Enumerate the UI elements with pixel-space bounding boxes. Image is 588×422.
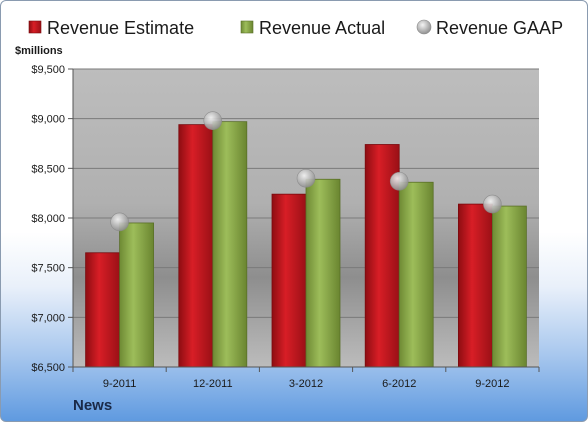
legend-swatch [416,19,432,35]
x-tick-label: 6-2012 [382,378,416,390]
x-tick-label: 3-2012 [289,378,323,390]
y-tick-label: $9,500 [31,64,65,76]
y-axis-unit-label: $millions [15,45,63,57]
legend-entry: Revenue Actual [259,18,385,38]
bar-revenue-actual [305,178,341,368]
y-tick-label: $8,000 [31,213,65,225]
marker-revenue-gaap [110,212,129,232]
y-tick-label: $7,500 [31,263,65,275]
bar-revenue-estimate [178,124,214,368]
marker-revenue-gaap [203,111,223,130]
bar-revenue-estimate [85,252,120,368]
y-tick-label: $9,000 [31,114,65,126]
legend-swatch [28,20,42,34]
marker-revenue-gaap [389,171,409,191]
bar-revenue-actual [119,222,154,368]
chart-legend: Revenue Estimate Revenue Actual Revenue GA… [28,18,563,38]
bar-revenue-estimate [457,203,493,368]
x-tick-label: 9-2012 [475,378,509,390]
footer-label: News [73,397,113,414]
bar-revenue-actual [212,121,248,368]
bar-revenue-actual [491,205,527,368]
y-tick-label: $7,000 [31,312,65,324]
y-tick-label: $6,500 [31,362,65,374]
legend-entry: Revenue GAAP [436,18,563,38]
x-axis: 9-2011 12-2011 3-2012 6-2012 9-2012 [72,366,540,390]
bar-revenue-actual [398,181,434,368]
bar-revenue-estimate [271,193,307,368]
marker-revenue-gaap [483,194,502,214]
gaap-markers [110,111,502,232]
x-tick-label: 9-2011 [103,378,136,390]
y-axis: $6,500 $7,000 $7,500 $8,000 $8,500 $9,000 $9,5… [31,64,74,374]
legend-entry: Revenue Estimate [47,18,194,38]
legend-swatch [240,20,254,34]
bars [85,121,527,368]
x-tick-label: 12-2011 [193,378,233,390]
y-tick-label: $8,500 [31,163,65,175]
marker-revenue-gaap [296,168,316,188]
